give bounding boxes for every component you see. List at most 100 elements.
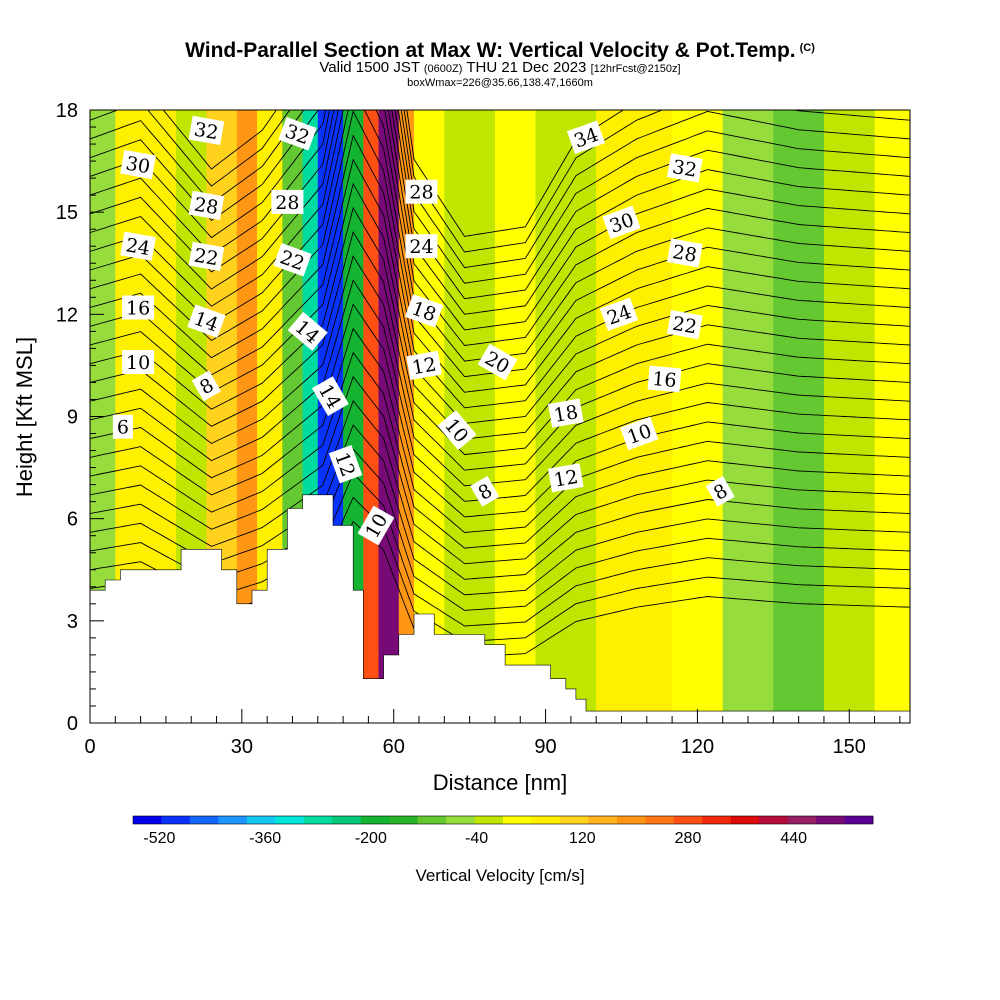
y-tick-label: 12: [56, 304, 78, 326]
colorbar-label: -360: [249, 830, 281, 847]
contour-label-bg: [620, 416, 659, 451]
colorbar-swatch: [474, 816, 504, 824]
colorbar-swatch: [332, 816, 362, 824]
contour-label-bg: [120, 149, 156, 180]
theta-contour-5: [90, 399, 910, 580]
contour-label-26: 30: [602, 205, 641, 240]
theta-contour-13: [90, 206, 910, 456]
theta-contour-20: [90, 110, 910, 346]
contour-label-bg: [273, 243, 312, 277]
y-tick-label: 3: [67, 611, 78, 633]
copyright-mark: (C): [799, 42, 815, 54]
contour-label-bg: [405, 234, 438, 259]
colorbar-swatch: [759, 816, 789, 824]
contour-label-34: 8: [705, 476, 735, 507]
colorbar-swatch: [844, 816, 874, 824]
x-tick-label: 60: [383, 736, 405, 758]
colorbar-label: 120: [569, 830, 596, 847]
title-block: Wind-Parallel Section at Max W: Vertical…: [0, 0, 1000, 100]
contour-label-28: 24: [599, 297, 639, 332]
theta-contour-15: [90, 158, 910, 424]
contour-label-30: 18: [547, 398, 584, 428]
contour-label-text: 24: [124, 234, 152, 260]
contour-label-9: 6: [112, 414, 133, 439]
colorbar-swatch: [360, 816, 390, 824]
contour-label-bg: [122, 350, 155, 374]
contour-label-4: 22: [188, 241, 225, 271]
box-wmax-info: boxWmax=226@35.66,138.47,1660m: [407, 77, 593, 89]
theta-contour-4: [90, 424, 910, 596]
theta-contour-7: [90, 351, 910, 549]
contour-label-text: 28: [275, 192, 299, 214]
colorbar-swatch: [189, 816, 219, 824]
colorbar-label: -40: [465, 830, 488, 847]
contour-label-23: 8: [470, 476, 500, 507]
contour-label-bg: [187, 304, 226, 338]
contour-label-bg: [666, 153, 703, 183]
colorbar-swatch: [218, 816, 248, 824]
contour-label-bg: [287, 311, 328, 351]
contour-label-bg: [666, 310, 703, 340]
chart-subtitle: Valid 1500 JST (0600Z) THU 21 Dec 2023 […: [0, 60, 1000, 77]
contour-label-text: 30: [124, 153, 152, 179]
theta-contour-21: [90, 110, 910, 331]
contour-label-text: 28: [192, 193, 220, 219]
contour-label-text: 24: [409, 236, 433, 258]
contour-label-27: 28: [666, 238, 703, 268]
contour-label-bg: [357, 505, 395, 546]
contour-label-bg: [271, 189, 304, 214]
colorbar-swatch: [559, 816, 589, 824]
colorbar-label: -520: [143, 830, 175, 847]
colorbar-swatch: [645, 816, 675, 824]
w-band-19: [722, 110, 774, 723]
colorbar: -520 -360 -200 -40 120 280 440: [132, 815, 874, 847]
w-band-18: [672, 110, 724, 723]
colorbar-frame: [132, 815, 874, 825]
chart-title-text: Wind-Parallel Section at Max W: Vertical…: [185, 39, 796, 62]
contour-label-8: 8: [191, 370, 222, 402]
colorbar-swatch: [161, 816, 191, 824]
colorbar-swatch: [588, 816, 618, 824]
contour-label-bg: [666, 238, 703, 268]
colorbar-swatch: [417, 816, 447, 824]
contour-label-bg: [437, 410, 477, 451]
x-tick-label: 0: [84, 736, 95, 758]
colorbar-swatch: [246, 816, 276, 824]
colorbar-swatch: [673, 816, 703, 824]
colorbar-swatch: [133, 816, 162, 824]
contour-label-24: 34: [566, 120, 606, 154]
y-axis-title: Height [Kft MSL]: [12, 337, 37, 497]
y-tick-label: 6: [67, 509, 78, 531]
contour-label-32: 12: [547, 463, 584, 493]
contour-label-25: 32: [666, 153, 703, 183]
theta-contour-23: [90, 110, 910, 300]
x-tick-label: 30: [231, 736, 253, 758]
colorbar-swatch: [702, 816, 732, 824]
x-tick-label: 150: [833, 736, 866, 758]
contour-label-bg: [602, 205, 641, 240]
x-axis-title: Distance [nm]: [433, 770, 568, 795]
colorbar-swatch: [275, 816, 305, 824]
contour-label-bg: [188, 241, 225, 271]
theta-contour-12: [90, 230, 910, 471]
theta-contour-9: [90, 303, 910, 518]
contour-label-text: 22: [192, 244, 220, 270]
w-band-22: [874, 110, 910, 723]
contour-label-text: 32: [192, 118, 220, 144]
contour-label-11: 28: [271, 189, 304, 214]
colorbar-label: -200: [355, 830, 387, 847]
colorbar-swatch: [446, 816, 475, 824]
theta-contour-17: [90, 110, 910, 393]
contour-label-bg: [547, 463, 584, 493]
contour-label-12: 22: [273, 243, 312, 277]
contour-label-bg: [188, 115, 225, 145]
contour-label-bg: [599, 297, 639, 332]
contour-label-text: 32: [671, 156, 699, 182]
contour-label-bg: [406, 350, 442, 380]
contour-label-text: 16: [126, 298, 150, 320]
contour-label-bg: [566, 120, 606, 154]
colorbar-swatch: [616, 816, 646, 824]
contour-label-text: 10: [126, 352, 150, 374]
contour-label-17: 28: [405, 179, 438, 204]
colorbar-swatch: [303, 816, 333, 824]
